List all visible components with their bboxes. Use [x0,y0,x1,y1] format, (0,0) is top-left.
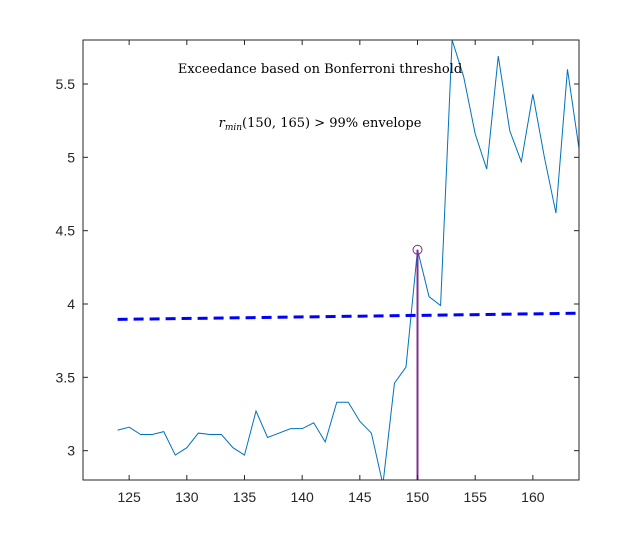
y-tick-label: 4.5 [56,223,76,239]
annotation-subscript: min [225,123,242,133]
y-tick-label: 3 [67,443,75,459]
x-tick-label: 155 [464,489,488,505]
x-tick-label: 125 [117,489,141,505]
x-tick-label: 145 [348,489,372,505]
annotation-line-1: Exceedance based on Bonferroni threshold [178,62,462,77]
y-tick-label: 5.5 [56,76,76,92]
y-tick-label: 4 [67,296,75,312]
x-tick-label: 130 [175,489,199,505]
y-tick-label: 3.5 [56,369,76,385]
series-line [117,40,579,480]
annotation-args: (150, 165) [242,116,310,131]
axes [82,39,580,481]
annotation-symbol: r [219,116,226,131]
y-tick-label: 5 [67,149,75,165]
plot-area [83,40,579,480]
annotations: Exceedance based on Bonferroni threshold… [178,62,462,133]
annotation-rest: > 99% envelope [310,116,422,131]
x-tick-label: 150 [406,489,430,505]
x-tick-label: 140 [290,489,314,505]
data-layer [117,40,579,480]
threshold-line [117,311,579,321]
axes-box [82,39,580,481]
x-tick-label: 160 [521,489,545,505]
ticks: 125 130 135 140 145 150 155 160 3 3.5 4 4.5 5 5.5 [56,40,579,505]
annotation-line-2: rmin(150, 165) > 99% envelope [219,116,422,133]
x-tick-label: 135 [233,489,257,505]
exceedance-marker [412,244,423,255]
